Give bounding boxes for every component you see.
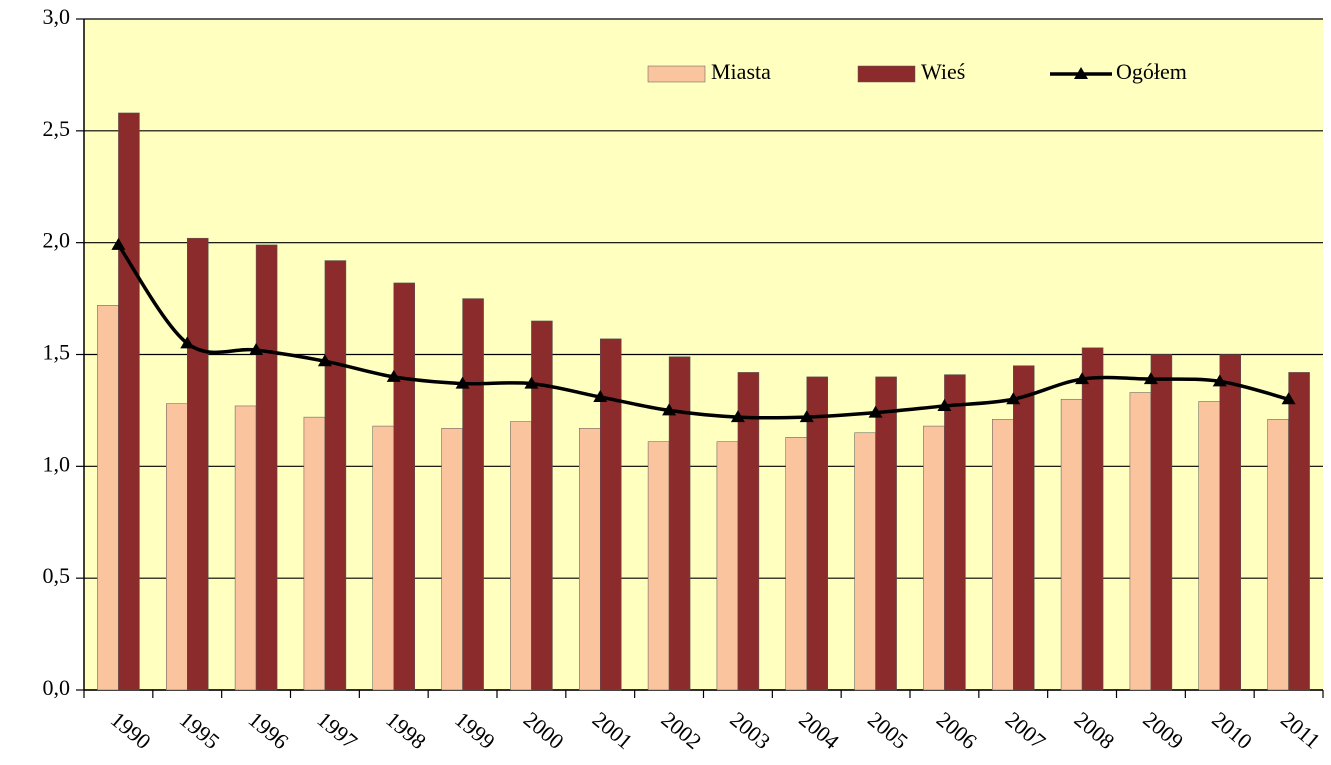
bar bbox=[234, 405, 257, 691]
bar bbox=[668, 356, 691, 691]
y-tick-label: 3,0 bbox=[43, 4, 71, 29]
marker bbox=[317, 354, 332, 367]
bar bbox=[393, 282, 415, 691]
bar bbox=[372, 425, 394, 691]
y-tick-label: 2,5 bbox=[43, 116, 71, 141]
x-tick-label: 2008 bbox=[1070, 707, 1120, 754]
x-tick-label: 1999 bbox=[450, 707, 500, 754]
legend-swatch bbox=[857, 65, 916, 83]
bar bbox=[166, 403, 188, 691]
bar bbox=[647, 441, 670, 691]
bar bbox=[303, 416, 326, 691]
x-tick-label: 2005 bbox=[863, 707, 913, 754]
marker bbox=[662, 403, 677, 416]
x-tick-label: 1996 bbox=[244, 707, 294, 754]
marker bbox=[524, 376, 539, 389]
bar bbox=[531, 320, 553, 691]
marker bbox=[1143, 372, 1158, 385]
bar bbox=[1288, 372, 1310, 691]
marker bbox=[799, 410, 814, 423]
x-tick-label: 2002 bbox=[657, 707, 707, 754]
bar bbox=[1081, 347, 1104, 691]
x-tick-label: 2011 bbox=[1276, 707, 1325, 754]
bar bbox=[1013, 365, 1035, 691]
bar bbox=[875, 376, 897, 691]
x-tick-label: 2006 bbox=[932, 707, 982, 754]
bar bbox=[579, 428, 601, 691]
bar bbox=[462, 298, 484, 691]
x-tick-label: 2010 bbox=[1207, 707, 1257, 754]
bar bbox=[187, 237, 209, 691]
y-tick-label: 0,5 bbox=[43, 563, 71, 588]
x-tick-label: 2000 bbox=[519, 707, 569, 754]
bar bbox=[992, 419, 1014, 691]
bar bbox=[806, 376, 828, 691]
bar bbox=[600, 338, 622, 691]
bar bbox=[1267, 419, 1289, 691]
legend-label: Ogółem bbox=[1116, 59, 1187, 84]
marker bbox=[730, 410, 745, 423]
marker bbox=[180, 336, 195, 349]
bar bbox=[1219, 354, 1241, 691]
marker bbox=[249, 343, 264, 356]
legend-label: Wieś bbox=[921, 59, 965, 84]
legend-swatch bbox=[647, 65, 706, 83]
marker bbox=[111, 237, 126, 250]
marker bbox=[593, 389, 608, 402]
marker bbox=[1006, 392, 1021, 405]
legend-label: Miasta bbox=[711, 59, 771, 84]
bar bbox=[255, 244, 278, 691]
x-tick-label: 2001 bbox=[588, 707, 638, 754]
marker bbox=[1075, 372, 1090, 385]
x-tick-label: 2003 bbox=[725, 707, 775, 754]
bar bbox=[441, 428, 463, 691]
x-tick-label: 1995 bbox=[175, 707, 225, 754]
marker bbox=[868, 405, 883, 418]
marker bbox=[937, 398, 952, 411]
x-tick-label: 2009 bbox=[1138, 707, 1188, 754]
bar bbox=[1129, 392, 1152, 691]
bar bbox=[923, 425, 945, 691]
marker bbox=[1212, 374, 1227, 387]
bar bbox=[944, 374, 966, 691]
x-tick-label: 1997 bbox=[312, 707, 362, 754]
x-tick-label: 2007 bbox=[1001, 707, 1051, 754]
legend-marker bbox=[1074, 67, 1088, 79]
y-tick-label: 1,0 bbox=[43, 451, 71, 476]
marker bbox=[386, 369, 401, 382]
bar bbox=[1060, 398, 1083, 691]
bar bbox=[1198, 401, 1220, 691]
marker bbox=[455, 376, 470, 389]
y-tick-label: 1,5 bbox=[43, 340, 71, 365]
marker bbox=[1281, 392, 1296, 405]
bar bbox=[510, 421, 532, 691]
bar bbox=[785, 437, 807, 691]
bar bbox=[97, 305, 119, 691]
bar bbox=[737, 372, 760, 691]
bar bbox=[716, 441, 739, 691]
bar bbox=[1150, 354, 1173, 691]
y-tick-label: 2,0 bbox=[43, 228, 71, 253]
x-tick-label: 1990 bbox=[106, 707, 156, 754]
bar bbox=[118, 112, 140, 691]
x-tick-label: 1998 bbox=[381, 707, 431, 754]
bar bbox=[324, 260, 347, 691]
y-tick-label: 0,0 bbox=[43, 675, 71, 700]
x-tick-label: 2004 bbox=[794, 707, 844, 754]
bar bbox=[854, 432, 876, 691]
